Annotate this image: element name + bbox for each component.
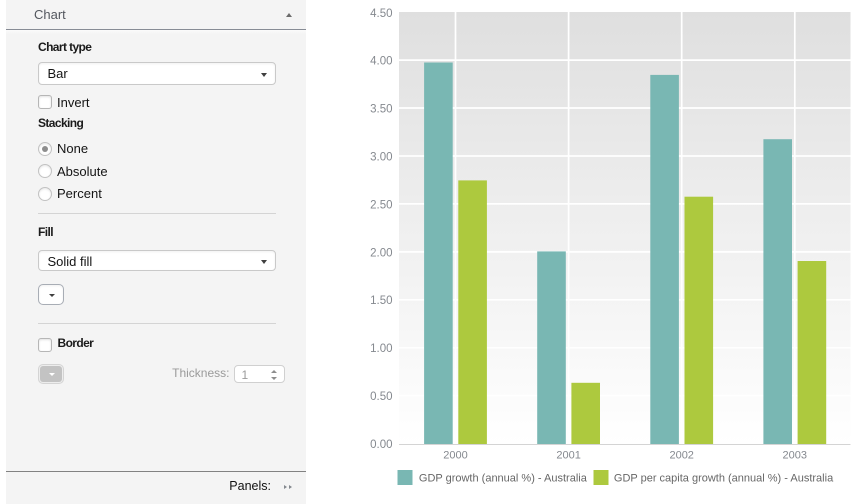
svg-text:4.00: 4.00 bbox=[370, 56, 392, 68]
svg-text:GDP growth (annual %) - Austra: GDP growth (annual %) - Australia bbox=[419, 473, 588, 485]
svg-text:2000: 2000 bbox=[443, 450, 467, 462]
svg-text:GDP per capita growth (annual: GDP per capita growth (annual %) - Austr… bbox=[614, 473, 834, 485]
svg-text:3.50: 3.50 bbox=[370, 103, 392, 115]
svg-text:4.50: 4.50 bbox=[370, 8, 392, 20]
svg-text:2003: 2003 bbox=[783, 450, 807, 462]
svg-text:1.50: 1.50 bbox=[370, 295, 392, 307]
svg-text:2002: 2002 bbox=[669, 450, 693, 462]
svg-text:2001: 2001 bbox=[556, 450, 580, 462]
svg-text:2.00: 2.00 bbox=[370, 247, 392, 259]
svg-text:0.00: 0.00 bbox=[370, 439, 392, 451]
svg-text:0.50: 0.50 bbox=[370, 391, 392, 403]
svg-text:2.50: 2.50 bbox=[370, 199, 392, 211]
svg-text:3.00: 3.00 bbox=[370, 151, 392, 163]
svg-text:1.00: 1.00 bbox=[370, 343, 392, 355]
